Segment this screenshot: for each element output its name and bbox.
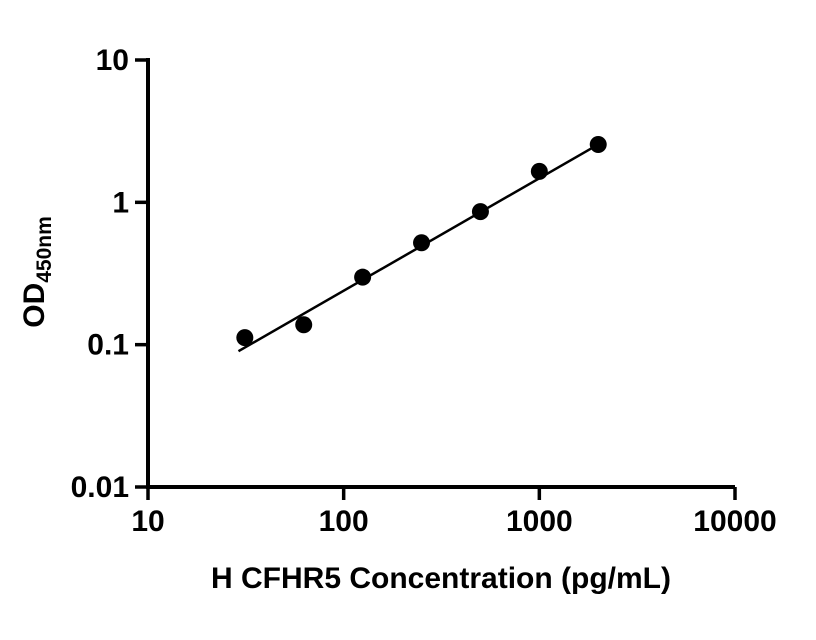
x-axis-tick-label: 10000 (693, 505, 776, 538)
data-point (530, 162, 548, 180)
y-axis-title-subscript: 450nm (33, 216, 56, 283)
x-axis-tick-label: 1000 (506, 505, 573, 538)
y-axis-title: OD450nm (18, 216, 56, 328)
y-axis-title-main: OD (18, 283, 51, 328)
axes-layer: 10 100 1000 10000 10 1 0.1 0.01 (71, 44, 777, 538)
y-axis-tick-label: 0.1 (87, 329, 129, 362)
x-axis-tick-label: 100 (319, 505, 369, 538)
data-point (236, 329, 254, 347)
y-axis-tick-label: 10 (96, 44, 129, 77)
data-point (354, 268, 372, 286)
plot-layer (236, 135, 607, 353)
y-axis-tick-label: 0.01 (71, 471, 129, 504)
data-point (413, 234, 431, 252)
data-point (295, 316, 313, 334)
data-point (471, 203, 489, 221)
y-axis-tick-label: 1 (112, 186, 129, 219)
axis-lines (146, 58, 735, 489)
data-point (589, 135, 607, 153)
x-axis-tick-label: 10 (131, 505, 164, 538)
x-axis-title: H CFHR5 Concentration (pg/mL) (211, 562, 671, 595)
